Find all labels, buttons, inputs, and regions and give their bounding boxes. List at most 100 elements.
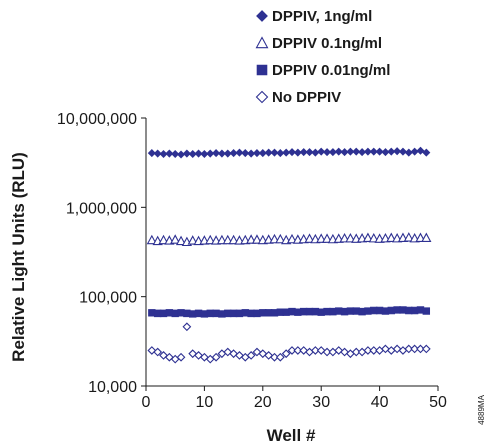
legend-marker-open-triangle xyxy=(255,36,269,49)
data-point xyxy=(363,147,372,156)
data-point xyxy=(165,149,174,158)
x-axis-title: Well # xyxy=(267,426,316,445)
data-point xyxy=(211,352,221,362)
data-point xyxy=(205,234,216,245)
data-point xyxy=(351,347,361,357)
data-point xyxy=(358,307,366,316)
data-point xyxy=(276,149,285,158)
data-point xyxy=(381,307,390,315)
data-point xyxy=(317,308,325,316)
data-point xyxy=(311,148,320,157)
data-point xyxy=(299,346,309,355)
data-point xyxy=(403,232,414,242)
data-point xyxy=(146,234,157,245)
data-point xyxy=(421,344,431,354)
data-point xyxy=(294,308,302,316)
data-point xyxy=(206,149,215,158)
y-axis-title: Relative Light Units (RLU) xyxy=(9,152,28,362)
y-tick-label: 100,000 xyxy=(79,290,137,307)
data-point xyxy=(218,310,226,318)
data-point xyxy=(251,234,263,244)
legend-entry-no-dppiv: No DPPIV xyxy=(255,89,341,106)
data-point xyxy=(200,310,209,318)
data-point xyxy=(416,146,425,155)
legend-entry-dppiv-0-01ng: DPPIV 0.01ng/ml xyxy=(256,62,390,79)
data-point xyxy=(305,148,314,157)
data-point xyxy=(334,346,344,355)
data-point xyxy=(375,147,384,156)
x-tick-label: 20 xyxy=(254,394,272,411)
series-1 xyxy=(146,232,432,247)
series-3 xyxy=(147,322,431,364)
legend-entry-dppiv-0-1ng: DPPIV 0.1ng/ml xyxy=(255,35,382,52)
data-point xyxy=(293,346,303,355)
legend-label-no-dppiv: No DPPIV xyxy=(272,89,341,106)
data-point xyxy=(159,309,168,318)
data-point xyxy=(170,234,181,244)
data-point xyxy=(329,307,337,316)
legend-entry-dppiv-1ng: DPPIV, 1ng/ml xyxy=(256,8,372,25)
data-point xyxy=(247,149,256,158)
data-point xyxy=(386,232,397,243)
data-point xyxy=(159,150,168,159)
series-0 xyxy=(147,146,431,159)
data-point xyxy=(177,150,186,159)
data-point xyxy=(299,148,308,157)
data-point xyxy=(345,232,356,243)
data-point xyxy=(421,232,432,243)
legend-label-dppiv-0-01ng: DPPIV 0.01ng/ml xyxy=(272,62,390,79)
data-point xyxy=(340,307,349,316)
data-point xyxy=(171,150,180,159)
data-point xyxy=(282,308,290,316)
data-point xyxy=(393,147,402,156)
data-point xyxy=(253,309,261,318)
data-point xyxy=(410,344,420,354)
data-point xyxy=(322,347,332,357)
data-point xyxy=(334,147,343,156)
legend-marker-filled-square xyxy=(256,64,268,76)
data-point xyxy=(310,346,320,355)
data-point xyxy=(235,309,244,318)
data-point xyxy=(364,307,372,315)
y-tick-label: 10,000,000 xyxy=(57,111,137,128)
data-point xyxy=(223,149,232,158)
data-point xyxy=(340,148,349,157)
data-point xyxy=(381,148,390,157)
legend: DPPIV, 1ng/ml DPPIV 0.1ng/ml DPPIV 0.01n… xyxy=(255,8,390,106)
data-point xyxy=(194,149,203,158)
series-2 xyxy=(148,306,431,318)
data-point xyxy=(252,149,261,158)
legend-marker-filled-diamond xyxy=(256,10,268,22)
data-point xyxy=(182,322,192,332)
legend-label-dppiv-0-1ng: DPPIV 0.1ng/ml xyxy=(272,35,382,52)
data-point xyxy=(153,347,163,357)
x-tick-label: 50 xyxy=(429,394,447,411)
data-point xyxy=(404,344,414,354)
data-point xyxy=(416,344,425,354)
data-point xyxy=(217,149,226,158)
x-tick-label: 10 xyxy=(196,394,214,411)
data-point xyxy=(410,306,419,315)
figure-code: 4889MA xyxy=(477,394,486,424)
data-point xyxy=(175,235,187,246)
data-point xyxy=(188,349,198,359)
data-point xyxy=(363,346,373,355)
data-point xyxy=(187,235,198,245)
data-point xyxy=(270,309,279,317)
data-point xyxy=(369,346,379,355)
legend-marker-open-diamond xyxy=(255,90,269,104)
data-point xyxy=(323,148,332,157)
data-point xyxy=(293,148,302,157)
data-point xyxy=(346,147,355,156)
data-point xyxy=(258,349,268,359)
data-point xyxy=(387,147,396,156)
data-point xyxy=(270,148,279,157)
data-point xyxy=(328,148,337,157)
data-point xyxy=(158,234,169,245)
data-point xyxy=(229,349,238,359)
y-axis-ticks: 10,000 100,000 1,000,000 10,000,000 xyxy=(57,111,146,396)
data-point xyxy=(404,148,413,157)
data-point xyxy=(304,233,315,243)
y-tick-label: 1,000,000 xyxy=(66,200,137,217)
